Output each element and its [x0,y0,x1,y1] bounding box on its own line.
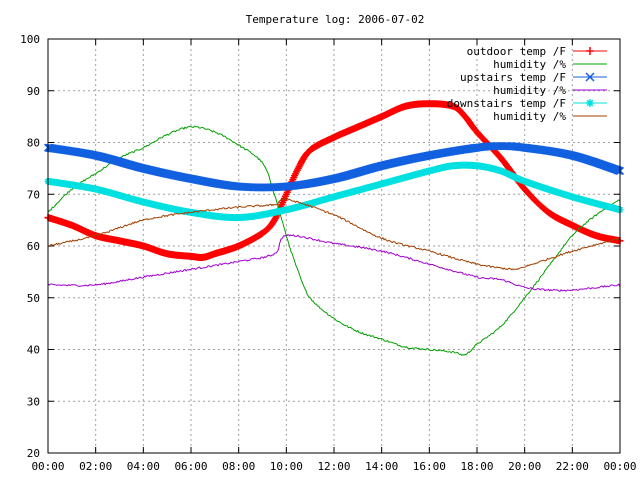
series-6 [47,198,621,271]
series-line [47,234,621,292]
series-line [48,125,621,357]
x-tick-label: 14:00 [365,460,398,473]
series-2 [48,125,621,357]
x-tick-label: 00:00 [603,460,636,473]
legend-marker [586,99,594,107]
y-axis-ticks: 20 30 40 50 60 70 80 90 100 [20,33,620,460]
legend-marker [586,47,594,55]
x-tick-label: 08:00 [222,460,255,473]
legend-label: humidity /% [493,84,566,97]
x-tick-label: 16:00 [413,460,446,473]
legend-label: downstairs temp /F [447,97,566,110]
legend-label: upstairs temp /F [460,71,566,84]
x-tick-label: 02:00 [79,460,112,473]
x-tick-label: 18:00 [460,460,493,473]
chart-title: Temperature log: 2006-07-02 [246,13,425,26]
x-tick-label: 04:00 [127,460,160,473]
y-tick-label: 80 [27,137,40,150]
y-tick-label: 60 [27,240,40,253]
legend-marker [585,72,595,82]
y-tick-label: 90 [27,85,40,98]
legend-label: humidity /% [493,110,566,123]
y-tick-label: 100 [20,33,40,46]
series-line [47,198,621,271]
x-tick-label: 20:00 [508,460,541,473]
x-tick-label: 12:00 [317,460,350,473]
series-4 [47,234,621,292]
x-axis-ticks: 00:00 02:00 04:00 06:00 08:00 10:00 12:00 14:00… [31,39,637,473]
y-tick-label: 50 [27,292,40,305]
legend-label: humidity /% [493,58,566,71]
plot-frame [47,38,621,454]
y-tick-label: 70 [27,188,40,201]
plot-series [43,100,625,357]
y-tick-label: 40 [27,344,40,357]
x-tick-label: 22:00 [556,460,589,473]
x-tick-label: 10:00 [270,460,303,473]
y-tick-label: 20 [27,447,40,460]
x-tick-label: 00:00 [31,460,64,473]
y-tick-label: 30 [27,395,40,408]
x-tick-label: 06:00 [174,460,207,473]
legend-label: outdoor temp /F [467,45,566,58]
